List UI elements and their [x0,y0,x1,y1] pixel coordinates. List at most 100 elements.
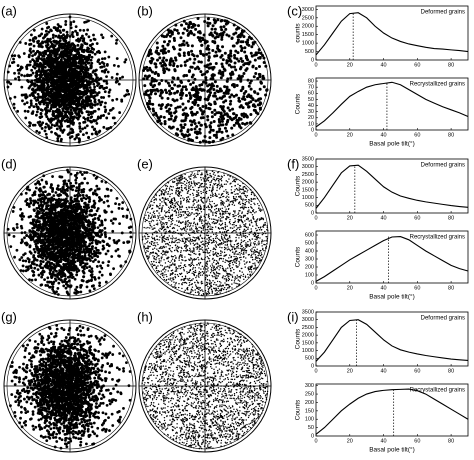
pole-dot [259,51,263,55]
pole-dot [232,117,236,121]
pole-dot [108,88,112,92]
pole-dot [44,52,48,56]
pole-dot [9,245,13,249]
pole-dot [84,79,88,82]
pole-dot [44,249,48,252]
pole-dot [187,26,191,30]
pole-dot [39,283,43,287]
pole-dot [44,112,48,116]
pole-dot [171,125,175,129]
pole-dot [218,96,222,100]
pole-dot [159,122,163,126]
pole-dot [165,109,169,113]
pole-dot [35,110,39,114]
pole-dot [59,247,63,251]
pole-dot [34,36,38,40]
pole-dot [83,264,87,268]
pole-dot [12,228,16,232]
pole-dot [188,57,192,61]
pole-dot [89,66,93,70]
panel-label: (g) [1,309,17,324]
pole-dot [151,57,155,61]
pole-dot [112,63,116,67]
pole-dot [90,273,94,276]
pole-dot [96,92,99,95]
pole-dot [54,198,58,202]
pole-dot [89,187,93,191]
pole-dot [35,59,39,63]
pole-dot [183,118,187,122]
pole-dot [45,69,49,73]
pole-dot [50,29,53,33]
pole-dot [49,78,53,81]
pole-dot [21,264,25,268]
pole-dot [174,106,178,110]
pole-dot [92,287,96,291]
pole-dot [196,35,200,39]
pole-dot [82,106,86,110]
pole-dot [40,100,44,104]
pole-dot [179,96,183,100]
pole-dot [92,88,96,92]
pole-dot [217,49,221,53]
pole-dot [57,281,61,285]
pole-dot [83,201,86,205]
pole-dot [92,191,95,195]
pole-dot [184,94,188,98]
pole-dot [196,24,200,28]
pole-dot [74,92,78,96]
pole-dot [57,24,61,28]
pole-dot [105,62,109,66]
pole-dot [190,44,194,48]
pole-dot [47,192,51,196]
pole-dot [36,121,40,124]
pole-dot [162,40,166,44]
pole-dot [113,121,117,125]
pole-dot [49,186,53,189]
pole-dot [78,122,82,125]
pole-dot [10,54,14,58]
pole-dot [29,103,33,107]
pole-dot [74,25,78,29]
pole-dot [51,43,55,47]
pole-dot [84,63,88,67]
pole-dot [82,121,86,124]
pole-dot [89,228,93,232]
pole-dot [261,74,265,78]
pole-dot [70,112,74,116]
pole-dot [50,99,53,102]
pole-dot [78,28,82,32]
pole-dot [56,137,60,140]
pole-dot [82,39,85,43]
pole-dot [165,103,169,107]
pole-dot [241,106,245,110]
pole-dot [188,119,192,123]
pole-dot [104,101,107,105]
panel-label: (d) [1,156,17,171]
pole-dot [86,55,90,59]
pole-dot [81,220,84,224]
pole-dot [182,112,186,116]
pole-dot [109,219,113,223]
pole-dot [206,115,210,119]
pole-dot [37,70,41,73]
pole-dot [63,73,66,77]
pole-dot [209,103,213,107]
pole-dot [20,256,24,259]
pole-dot [53,277,57,281]
pole-dot [211,24,215,28]
pole-dot [19,192,23,196]
pole-dot [44,180,48,184]
pole-dot [102,96,106,99]
pole-dot [27,55,31,59]
pole-dot [115,77,119,80]
pole-dot [70,231,74,234]
pole-dot [55,187,59,191]
pole-dot [228,102,232,106]
pole-dot [44,207,48,211]
pole-dot [235,27,239,31]
pole-dot [169,29,173,33]
pole-dot [75,223,79,227]
pole-dot [77,76,81,80]
pole-dot [43,278,46,282]
